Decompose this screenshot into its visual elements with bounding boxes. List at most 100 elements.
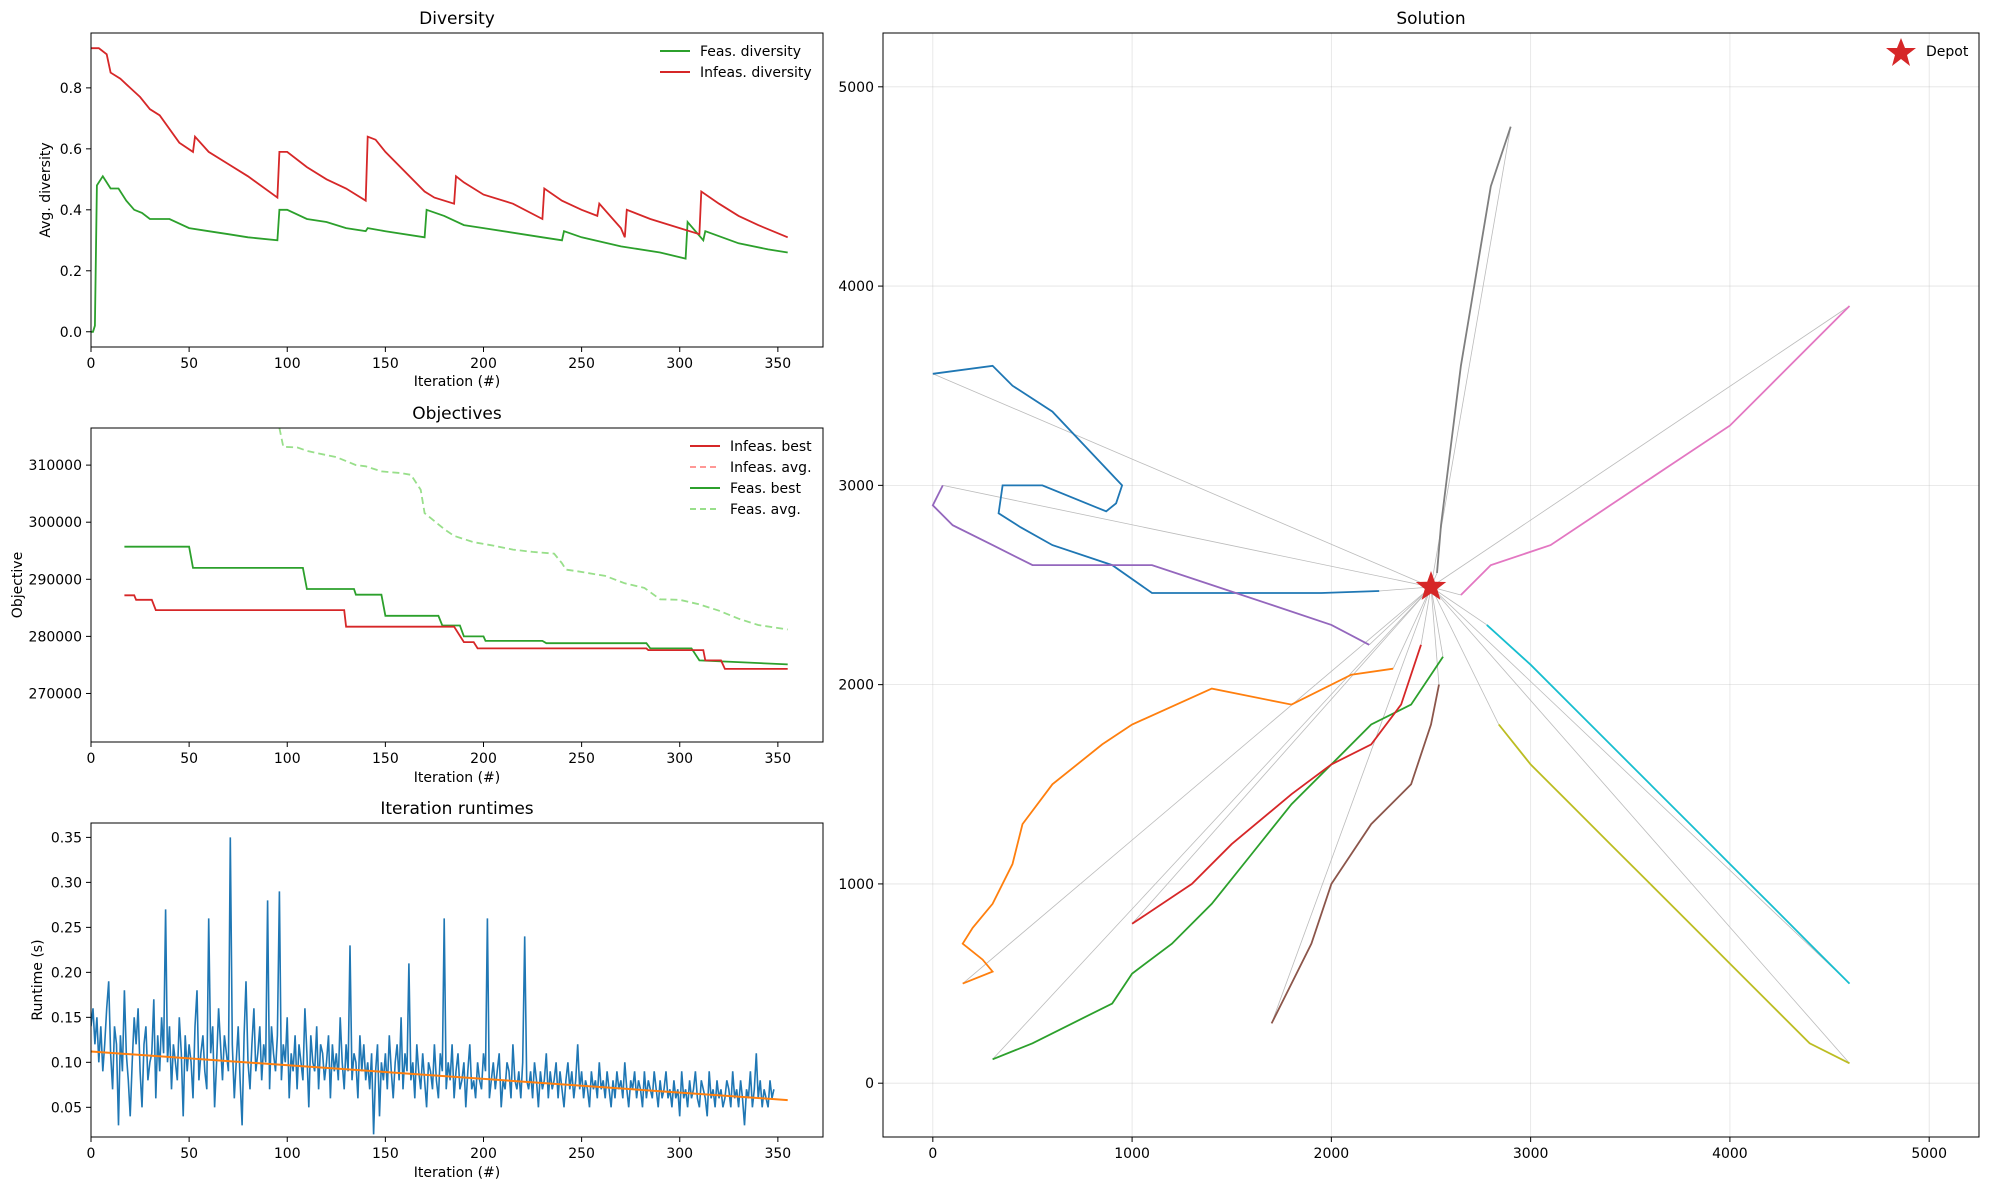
runtimes-series-line <box>91 837 775 1135</box>
objectives-x-tick-label: 100 <box>274 751 301 767</box>
diversity-legend: Feas. diversity Infeas. diversity <box>660 44 812 81</box>
diversity-x-tick-label: 50 <box>180 356 198 372</box>
depot-spoke-line <box>942 484 1432 588</box>
depot-spoke-line <box>1392 586 1432 669</box>
diversity-axes-frame <box>90 32 824 348</box>
legend-label-feas-best: Feas. best <box>730 481 801 497</box>
runtimes-x-label: Iteration (#) <box>414 1165 501 1181</box>
legend-depot-star-icon <box>1886 38 1916 66</box>
runtimes-x-tick-label: 200 <box>470 1146 497 1162</box>
objectives-series-line-0 <box>124 594 788 670</box>
diversity-series-line-0 <box>91 174 788 333</box>
legend-label-feas-diversity: Feas. diversity <box>700 44 801 60</box>
objectives-y-tick-label: 270000 <box>29 686 82 702</box>
objectives-y-tick-label: 280000 <box>29 629 82 645</box>
depot-spoke-line <box>1430 586 1488 626</box>
objectives-x-tick-label: 150 <box>372 751 399 767</box>
objectives-y-tick-label: 300000 <box>29 515 82 531</box>
depot-spoke-line <box>1430 586 1440 685</box>
depot-spoke-line <box>962 586 1432 984</box>
solution-y-tick-label: 3000 <box>838 478 874 494</box>
runtimes-y-ticks: 0.05 0.10 0.15 0.20 0.25 0.30 0.35 <box>51 830 91 1116</box>
depot-spoke-line <box>1379 586 1432 592</box>
diversity-x-label: Iteration (#) <box>414 374 501 390</box>
solution-x-tick-label: 3000 <box>1513 1146 1549 1162</box>
route-line-8 <box>1498 723 1850 1065</box>
depot-spoke-line <box>1430 305 1850 588</box>
runtimes-axes-frame <box>90 822 824 1138</box>
depot-star-icon <box>1415 571 1447 600</box>
route-line-7 <box>1436 126 1512 574</box>
objectives-title: Objectives <box>412 404 502 424</box>
runtimes-y-tick-label: 0.35 <box>51 830 82 846</box>
solution-y-tick-label: 2000 <box>838 678 874 694</box>
objectives-x-tick-label: 250 <box>568 751 595 767</box>
solution-y-ticks: 0 1000 2000 3000 4000 5000 <box>838 80 883 1092</box>
solution-legend: Depot <box>1886 38 1969 66</box>
solution-panel: Solution 0 1000 2000 3000 4000 5000 0 1000 2000… <box>838 9 1980 1162</box>
solution-x-tick-label: 5000 <box>1911 1146 1947 1162</box>
objectives-y-label: Objective <box>10 552 26 618</box>
route-line-2 <box>992 656 1444 1061</box>
diversity-x-tick-label: 300 <box>666 356 693 372</box>
runtimes-trend-line <box>91 1050 788 1102</box>
depot-spoke-line <box>1430 586 1850 984</box>
legend-label-infeas-diversity: Infeas. diversity <box>700 65 812 81</box>
diversity-x-tick-label: 100 <box>274 356 301 372</box>
route-line-6 <box>1460 305 1851 596</box>
runtimes-y-tick-label: 0.05 <box>51 1100 82 1116</box>
depot-spoke-line <box>992 586 1432 1060</box>
runtimes-x-tick-label: 250 <box>568 1146 595 1162</box>
diversity-plot-area <box>91 47 789 333</box>
solution-y-tick-label: 4000 <box>838 279 874 295</box>
runtimes-y-tick-label: 0.20 <box>51 965 82 981</box>
diversity-y-tick-label: 0.4 <box>60 203 82 219</box>
runtimes-x-tick-label: 300 <box>666 1146 693 1162</box>
runtimes-x-ticks: 0 50 100 150 200 250 300 350 <box>87 1137 791 1162</box>
depot-spoke-line <box>932 373 1432 588</box>
objectives-y-tick-label: 290000 <box>29 572 82 588</box>
runtimes-x-tick-label: 100 <box>274 1146 301 1162</box>
runtimes-panel: Iteration runtimes 0 50 100 150 200 250 300 350… <box>30 799 824 1181</box>
route-line-9 <box>1486 624 1851 985</box>
diversity-panel: Diversity 0 50 100 150 200 250 300 350 0.00.20.… <box>38 9 824 390</box>
objectives-y-ticks: 270000 280000 290000 300000 310000 <box>29 458 91 702</box>
route-line-4 <box>931 484 1370 646</box>
legend-label-depot: Depot <box>1926 44 1969 60</box>
route-line-5 <box>1270 684 1440 1024</box>
diversity-y-tick-label: 0.0 <box>60 325 82 341</box>
solution-x-ticks: 0 1000 2000 3000 4000 5000 <box>928 1137 1947 1162</box>
objectives-series-line-2 <box>124 545 788 666</box>
objectives-x-tick-label: 50 <box>180 751 198 767</box>
runtimes-title: Iteration runtimes <box>380 799 533 819</box>
diversity-x-tick-label: 0 <box>87 356 96 372</box>
legend-label-infeas-best: Infeas. best <box>730 439 812 455</box>
solution-routes <box>931 126 1851 1065</box>
objectives-legend: Infeas. best Infeas. avg. Feas. best Fea… <box>690 439 812 518</box>
runtimes-y-tick-label: 0.30 <box>51 875 82 891</box>
solution-y-tick-label: 1000 <box>838 877 874 893</box>
diversity-y-tick-label: 0.6 <box>60 142 82 158</box>
runtimes-x-tick-label: 150 <box>372 1146 399 1162</box>
route-line-3 <box>1131 644 1422 925</box>
diversity-y-tick-label: 0.8 <box>60 81 82 97</box>
diversity-title: Diversity <box>419 9 495 29</box>
solution-x-tick-label: 4000 <box>1712 1146 1748 1162</box>
solution-x-tick-label: 0 <box>928 1146 937 1162</box>
diversity-x-tick-label: 350 <box>764 356 791 372</box>
diversity-y-label: Avg. diversity <box>38 142 54 237</box>
objectives-panel: Objectives 0 50 100 150 200 250 300 350 2700002… <box>10 404 824 786</box>
objectives-y-tick-label: 310000 <box>29 458 82 474</box>
route-line-1 <box>961 667 1394 985</box>
legend-label-feas-avg: Feas. avg. <box>730 502 801 518</box>
diversity-series-line-1 <box>91 47 789 239</box>
objectives-x-tick-label: 300 <box>666 751 693 767</box>
runtimes-y-tick-label: 0.25 <box>51 920 82 936</box>
runtimes-x-tick-label: 0 <box>87 1146 96 1162</box>
objectives-series-line-3 <box>278 428 788 631</box>
runtimes-y-label: Runtime (s) <box>30 939 46 1020</box>
objectives-plot-area <box>124 428 788 670</box>
diversity-y-tick-label: 0.2 <box>60 264 82 280</box>
depot-spoke-line <box>1271 586 1432 1024</box>
